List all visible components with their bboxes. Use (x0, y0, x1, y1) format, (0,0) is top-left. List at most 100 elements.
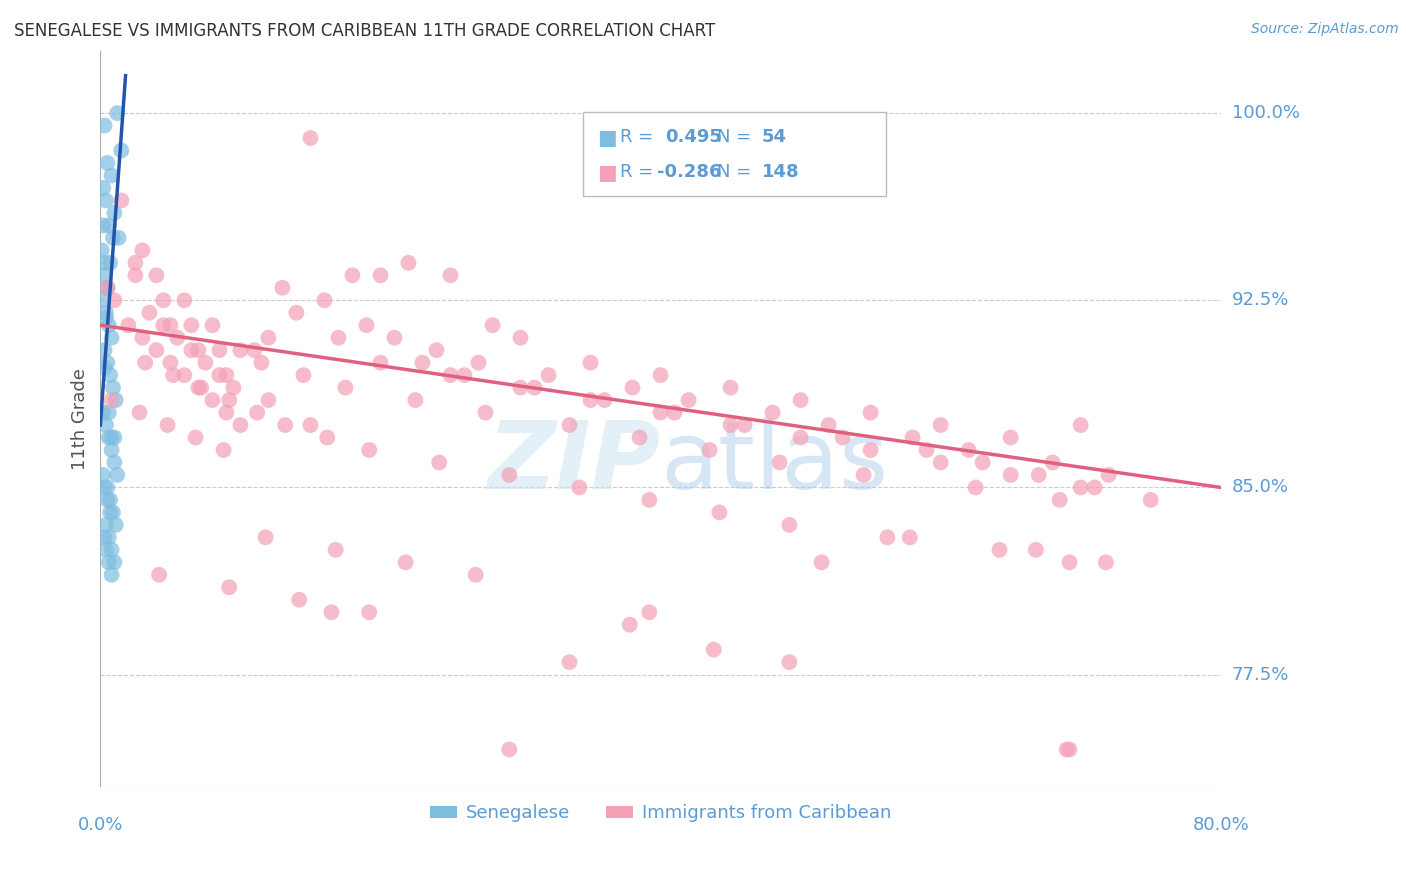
Point (901, 430, 924, 444)
Point (778, 655, 800, 669)
Point (1028, 467, 1050, 482)
Point (817, 418, 839, 433)
Point (439, 268, 461, 283)
Point (103, 455, 125, 469)
Point (709, 505, 731, 519)
Point (299, 131, 322, 145)
Point (100, 331, 122, 345)
Point (474, 406, 496, 420)
Point (638, 492, 661, 507)
Point (370, 356, 392, 370)
Point (128, 406, 150, 420)
Point (201, 393, 224, 408)
Point (100, 430, 122, 444)
Point (789, 430, 811, 444)
Point (97, 318, 120, 333)
Point (145, 268, 167, 283)
Point (761, 406, 783, 420)
Point (929, 455, 952, 469)
Point (720, 381, 742, 395)
Point (778, 517, 800, 532)
Point (100, 169, 122, 183)
Point (134, 356, 156, 370)
Point (384, 331, 406, 345)
Point (101, 231, 124, 245)
Point (94, 418, 117, 433)
Text: ■: ■ (598, 128, 617, 147)
Point (395, 555, 418, 569)
Text: N =: N = (717, 163, 756, 181)
Point (789, 393, 811, 408)
Point (356, 318, 378, 333)
Point (208, 343, 231, 358)
Point (91, 406, 114, 420)
Point (103, 555, 125, 569)
Text: 80.0%: 80.0% (1192, 816, 1249, 834)
Point (523, 381, 546, 395)
Point (734, 418, 756, 433)
Text: 148: 148 (762, 163, 800, 181)
Point (93, 256, 115, 270)
Point (898, 530, 921, 544)
Point (180, 343, 202, 358)
Point (96, 281, 118, 295)
Point (103, 430, 125, 444)
Point (1000, 430, 1022, 444)
Point (96, 281, 118, 295)
Point (101, 381, 124, 395)
Point (124, 268, 146, 283)
Point (90, 244, 112, 258)
Point (852, 467, 875, 482)
Point (246, 406, 269, 420)
Point (100, 393, 122, 408)
Text: -0.286: -0.286 (657, 163, 721, 181)
Point (91, 467, 114, 482)
Point (91, 181, 114, 195)
Point (328, 331, 350, 345)
Point (342, 268, 364, 283)
Point (579, 356, 602, 370)
Point (110, 144, 132, 158)
Point (325, 542, 347, 557)
Text: R =: R = (620, 163, 659, 181)
Point (100, 442, 122, 457)
Point (145, 343, 167, 358)
Point (212, 442, 235, 457)
Point (138, 306, 160, 320)
Point (537, 368, 560, 383)
Point (619, 617, 641, 632)
Point (104, 393, 127, 408)
Point (105, 467, 128, 482)
Point (1042, 455, 1064, 469)
Point (321, 605, 343, 619)
Point (498, 467, 520, 482)
Point (558, 418, 581, 433)
Text: 92.5%: 92.5% (1232, 292, 1289, 310)
Point (915, 442, 938, 457)
Point (229, 418, 252, 433)
Point (292, 368, 315, 383)
Point (1059, 742, 1081, 756)
Point (425, 343, 447, 358)
Point (254, 530, 277, 544)
Point (107, 231, 129, 245)
Text: 0.0%: 0.0% (77, 816, 124, 834)
Point (638, 605, 661, 619)
Point (159, 356, 181, 370)
Point (96, 492, 118, 507)
Point (173, 368, 195, 383)
Point (96, 480, 118, 494)
Point (404, 393, 426, 408)
Point (274, 418, 297, 433)
Point (831, 430, 853, 444)
Point (972, 455, 994, 469)
Point (1000, 467, 1022, 482)
Point (579, 393, 602, 408)
Point (93, 343, 115, 358)
Point (131, 331, 153, 345)
Point (166, 331, 188, 345)
Point (464, 567, 486, 582)
Point (411, 356, 433, 370)
Point (180, 318, 202, 333)
Point (314, 293, 336, 308)
